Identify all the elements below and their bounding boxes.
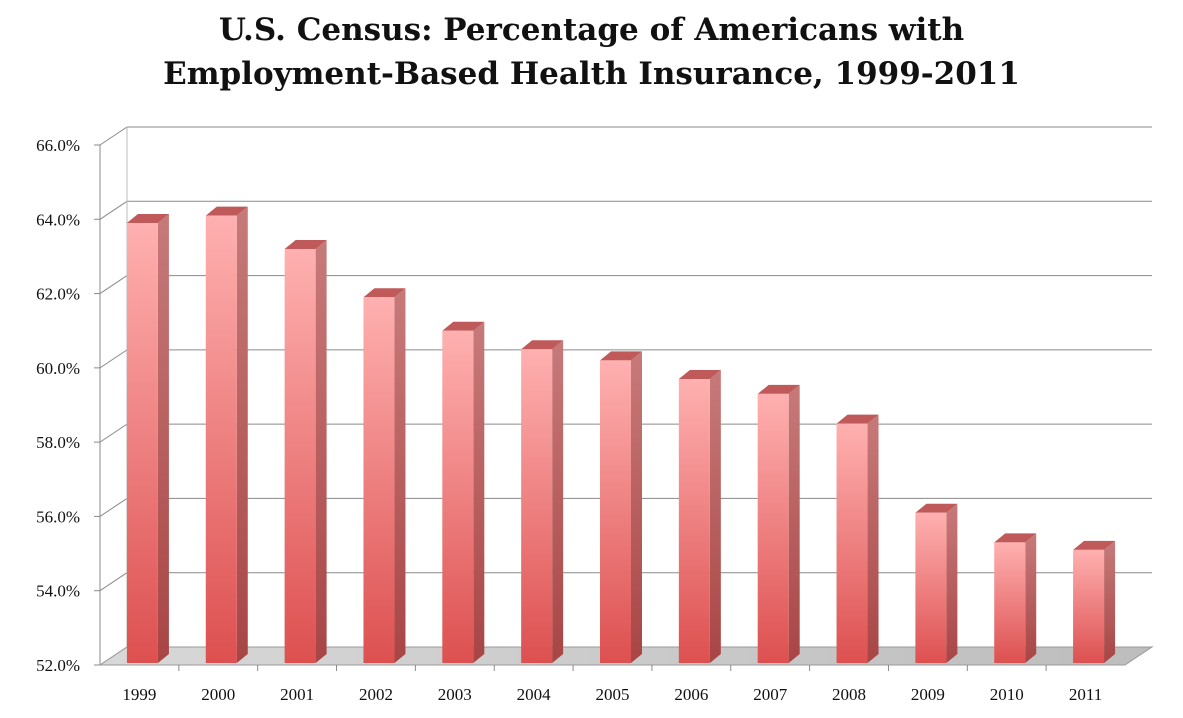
bar [205,206,248,664]
x-tick-label: 2010 [990,685,1024,704]
gridline-depth [99,275,128,294]
bar-top [284,240,327,249]
bar-top [994,533,1037,543]
bar-side [315,240,327,663]
x-tick-label: 2005 [596,685,630,704]
bar-front [757,393,789,663]
bar [836,414,879,663]
gridline-depth [99,126,128,146]
gridline-depth [99,200,128,220]
bar-top [205,206,248,216]
bar-top [521,340,564,350]
bar-top [678,370,721,379]
bar-front [442,330,474,663]
bar-side [473,321,485,663]
bar [284,240,327,663]
x-tick-label: 2009 [911,685,945,704]
bar-front [284,249,316,663]
x-tick-label: 2008 [832,685,866,704]
bar-front [994,542,1026,663]
bar [915,503,958,663]
bar-side [157,214,169,663]
bar-top [836,414,879,424]
bar [757,384,800,663]
x-tick-label: 2001 [280,685,314,704]
bar-top [126,214,169,223]
chart-title-line-1: U.S. Census: Percentage of Americans wit… [218,12,965,48]
bar-front [915,512,947,663]
bar [678,370,721,663]
bar-top [442,321,485,331]
bar-top [1073,540,1116,550]
x-tick-label: 2003 [438,685,472,704]
bar-side [867,414,879,663]
bar-front [363,297,395,663]
bar [442,321,485,663]
y-tick-label: 56.0% [36,507,80,526]
bar-side [1104,540,1116,663]
x-tick-label: 2011 [1069,685,1102,704]
bar-side [552,340,564,663]
gridline-depth [99,572,128,592]
y-tick-label: 66.0% [36,136,80,155]
chart-title: U.S. Census: Percentage of Americans wit… [0,8,1183,96]
gridline-depth [99,423,128,443]
gridline-depth [99,498,128,517]
bar-front [678,379,710,663]
chart-title-line-2: Employment-Based Health Insurance, 1999-… [163,56,1020,92]
bar-front [1073,549,1105,663]
bar [600,351,642,663]
bar-front [521,349,553,663]
bar-side [709,370,721,663]
x-tick-label: 2000 [201,685,235,704]
bar-front [600,360,631,663]
bar-front [836,423,868,663]
y-tick-label: 52.0% [36,656,80,675]
x-tick-label: 1999 [122,685,156,704]
y-tick-label: 64.0% [36,210,80,229]
bar [994,533,1037,663]
x-tick-label: 2006 [674,685,708,704]
x-tick-label: 2002 [359,685,393,704]
y-tick-label: 58.0% [36,433,80,452]
bar-side [394,288,406,663]
bar-front [205,215,237,664]
bar-side [631,351,642,663]
bar [126,214,169,663]
bar-side [236,206,248,664]
bar-top [757,384,800,394]
gridline-depth [99,349,128,369]
bar-top [915,503,958,513]
bar-side [788,384,800,663]
x-tick-label: 2007 [753,685,788,704]
x-tick-label: 2004 [517,685,552,704]
bar-side [946,503,958,663]
bar [521,340,564,663]
y-tick-label: 54.0% [36,582,80,601]
y-tick-label: 60.0% [36,359,80,378]
bar [1073,540,1116,663]
bar-top [363,288,406,298]
bar-side [1025,533,1037,663]
bar-top [600,351,642,361]
bar [363,288,406,663]
bar-front [126,223,158,663]
y-tick-label: 62.0% [36,285,80,304]
